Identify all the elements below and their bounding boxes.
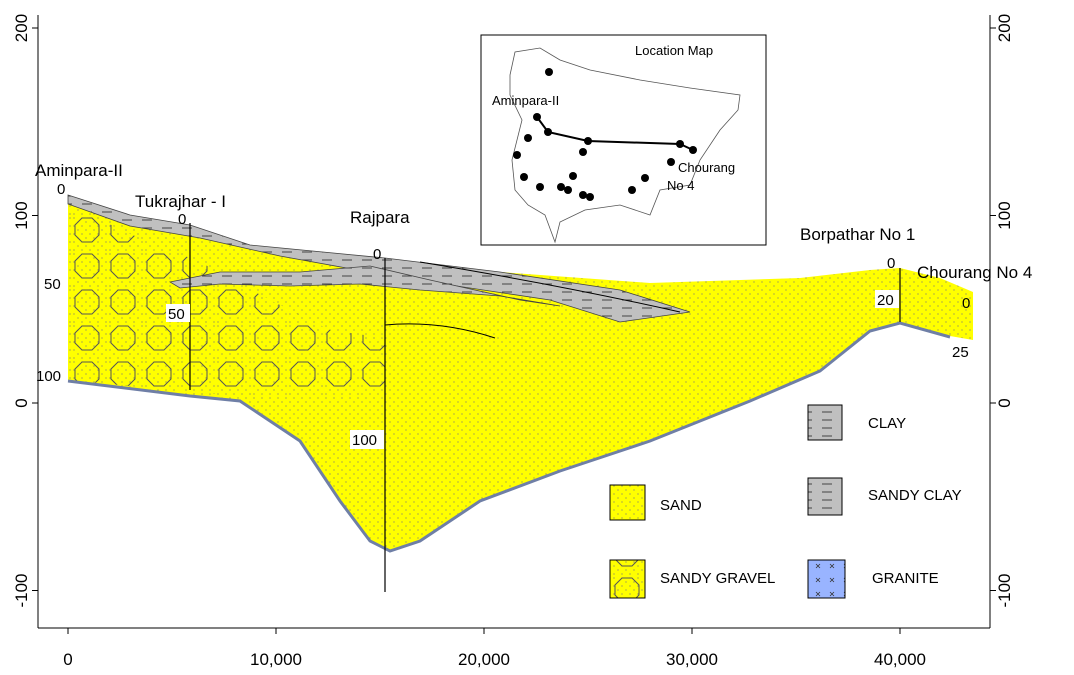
x-tick-label: 40,000 xyxy=(874,650,926,669)
well-name: Tukrajhar - I xyxy=(135,192,226,211)
x-tick-label: 0 xyxy=(63,650,72,669)
depth-label: 0 xyxy=(962,295,970,312)
depth-label: 0 xyxy=(178,211,186,228)
depth-label: 20 xyxy=(877,292,894,309)
legend-label: GRANITE xyxy=(872,570,939,587)
y-tick-label: -100 xyxy=(12,573,31,607)
legend-label: SANDY CLAY xyxy=(868,487,962,504)
x-tick-label: 10,000 xyxy=(250,650,302,669)
depth-label: 0 xyxy=(57,181,65,198)
inset-label: Aminpara-II xyxy=(492,93,559,108)
depth-label: 100 xyxy=(352,432,377,449)
cross-section: Aminpara-II 0 50 100 Tukrajhar - I 0 50 … xyxy=(0,0,1074,675)
y-tick-label: -100 xyxy=(995,573,1014,607)
well-name: Aminpara-II xyxy=(35,161,123,180)
inset-label: Chourang xyxy=(678,160,735,175)
y-tick-label: 0 xyxy=(12,398,31,407)
y-tick-label: 200 xyxy=(12,14,31,42)
well-name: Rajpara xyxy=(350,208,410,227)
inset-map: Location Map Aminpara-II Chourang No 4 xyxy=(481,35,766,245)
y-tick-label: 100 xyxy=(12,201,31,229)
well-name: Chourang No 4 xyxy=(917,263,1032,282)
well-name: Borpathar No 1 xyxy=(800,225,915,244)
depth-label: 0 xyxy=(887,255,895,272)
depth-label: 50 xyxy=(44,276,61,293)
depth-label: 50 xyxy=(168,306,185,323)
y-tick-label: 200 xyxy=(995,14,1014,42)
legend-label: SANDY GRAVEL xyxy=(660,570,775,587)
y-tick-label: 100 xyxy=(995,201,1014,229)
depth-label: 25 xyxy=(952,344,969,361)
inset-label: No 4 xyxy=(667,178,694,193)
x-tick-label: 30,000 xyxy=(666,650,718,669)
depth-label: 100 xyxy=(36,368,61,385)
legend-label: SAND xyxy=(660,497,702,514)
y-tick-label: 0 xyxy=(995,398,1014,407)
x-tick-label: 20,000 xyxy=(458,650,510,669)
depth-label: 0 xyxy=(373,246,381,263)
legend-label: CLAY xyxy=(868,415,906,432)
inset-title: Location Map xyxy=(635,43,713,58)
